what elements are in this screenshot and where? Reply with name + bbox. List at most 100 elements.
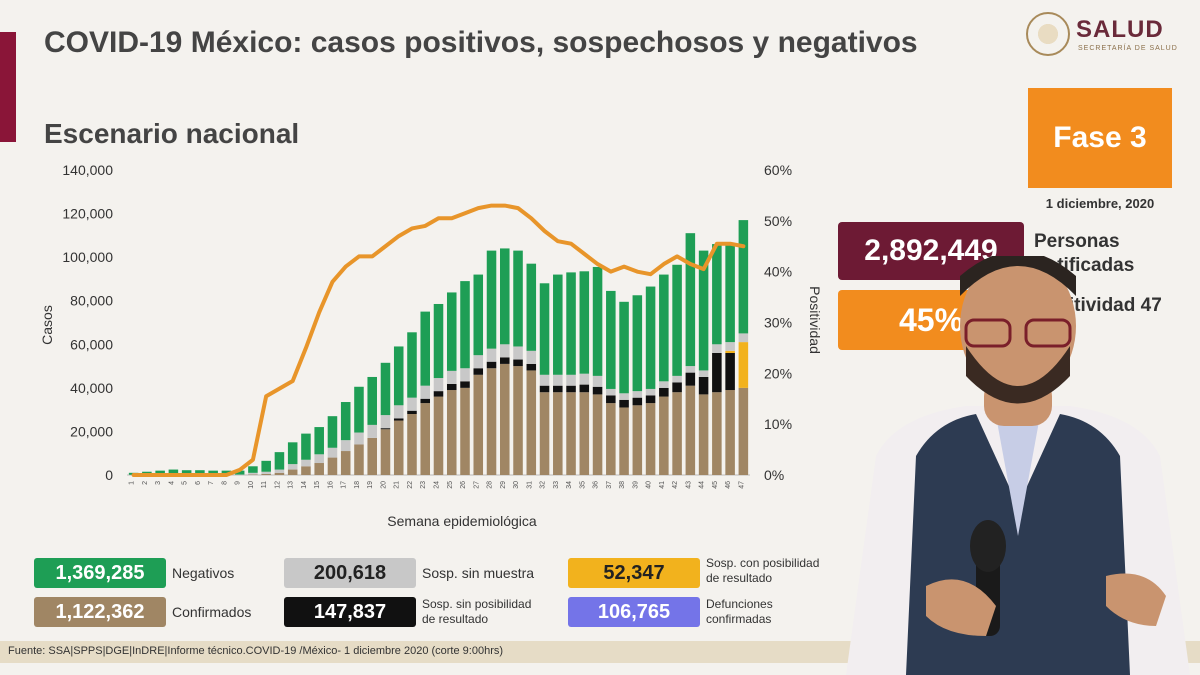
y2-axis-label: Positividad	[807, 286, 823, 354]
legend-confirmados-badge: 1,122,362	[34, 597, 166, 627]
page-title: COVID-19 México: casos positivos, sospec…	[44, 26, 918, 59]
bar-segment	[261, 471, 271, 474]
bar-segment	[446, 390, 457, 475]
x-tick-label: 6	[195, 481, 202, 485]
bar-segment	[738, 220, 749, 334]
report-date: 1 diciembre, 2020	[1045, 196, 1155, 211]
bar-segment	[446, 370, 457, 384]
fase-badge: Fase 3	[1028, 88, 1172, 188]
bar-segment	[473, 355, 484, 369]
x-tick-label: 8	[221, 481, 228, 485]
bar-segment	[526, 350, 537, 364]
legend-con-posibilidad-label-2: de resultado	[706, 571, 773, 585]
bar-segment	[367, 376, 377, 425]
logo-name: SALUD	[1076, 16, 1164, 43]
bar-segment	[274, 472, 285, 475]
x-tick-label: 25	[447, 481, 454, 489]
x-tick-label: 15	[314, 481, 321, 489]
x-tick-label: 29	[500, 481, 507, 489]
bar-segment	[539, 385, 550, 393]
x-tick-label: 45	[712, 481, 719, 489]
bar-segment	[553, 274, 563, 375]
bar-segment	[460, 368, 470, 382]
x-tick-label: 4	[168, 481, 175, 485]
y2-tick-label: 30%	[764, 315, 792, 331]
bar-segment	[195, 470, 205, 475]
bar-segment	[698, 394, 709, 475]
x-tick-label: 1	[129, 481, 136, 485]
legend-defunciones-label-2: confirmadas	[706, 612, 772, 626]
x-tick-label: 34	[566, 481, 573, 489]
bar-segment	[420, 398, 431, 404]
bar-segment	[698, 370, 709, 377]
bar-segment	[632, 391, 643, 398]
x-tick-label: 22	[407, 481, 414, 489]
chart-bars	[128, 220, 749, 475]
bar-segment	[274, 469, 285, 473]
bar-segment	[261, 473, 271, 475]
bar-segment	[473, 274, 484, 356]
bar-segment	[659, 381, 669, 388]
bar-segment	[685, 385, 696, 475]
accent-bar	[0, 32, 16, 142]
x-tick-label: 39	[632, 481, 639, 489]
x-tick-label: 3	[155, 481, 162, 485]
bar-segment	[645, 403, 656, 475]
bar-segment	[500, 363, 510, 475]
x-tick-label: 13	[288, 481, 295, 489]
bar-segment	[234, 470, 245, 475]
legend-sin-muestra-badge: 200,618	[284, 558, 416, 588]
legend-defunciones-badge: 106,765	[568, 597, 700, 627]
bar-segment	[287, 442, 298, 465]
x-tick-label: 21	[394, 481, 401, 489]
bar-segment	[301, 466, 311, 475]
bar-segment	[393, 420, 404, 475]
bar-segment	[486, 368, 497, 475]
x-tick-label: 23	[420, 481, 427, 489]
x-tick-label: 17	[341, 481, 348, 489]
bar-segment	[380, 362, 391, 416]
bar-segment	[500, 248, 510, 345]
y-tick-label: 20,000	[70, 423, 113, 439]
bar-segment	[566, 374, 576, 386]
bar-segment	[632, 405, 643, 475]
bar-segment	[274, 452, 285, 470]
bar-segment	[301, 433, 311, 460]
bar-segment	[606, 403, 616, 475]
bar-segment	[380, 428, 391, 430]
cases-chart: 0 20,000 40,000 60,000 80,000 100,000 120,000 1…	[39, 162, 823, 529]
bar-segment	[592, 386, 603, 395]
bar-segment	[393, 405, 404, 419]
source-footnote: Fuente: SSA|SPPS|DGE|InDRE|Informe técni…	[8, 645, 504, 657]
legend-con-posibilidad-badge: 52,347	[568, 558, 700, 588]
legend-defunciones-label: Defunciones confirmadas	[706, 597, 773, 627]
x-tick-label: 28	[487, 481, 494, 489]
legend-con-posibilidad-label: Sosp. con posibilidad de resultado	[706, 556, 819, 586]
bar-segment	[513, 346, 523, 360]
bar-segment	[592, 266, 603, 376]
bar-segment	[526, 370, 537, 475]
bar-segment	[420, 385, 431, 399]
page-subtitle: Escenario nacional	[44, 118, 300, 149]
bar-segment	[473, 368, 484, 375]
logo-sub: SECRETARÍA DE SALUD	[1078, 45, 1178, 52]
bar-segment	[168, 469, 179, 475]
bar-segment	[407, 332, 417, 398]
bar-segment	[685, 372, 696, 386]
bar-segment	[500, 344, 510, 358]
x-tick-label: 18	[354, 481, 361, 489]
legend-con-posibilidad-label-1: Sosp. con posibilidad	[706, 556, 820, 570]
x-axis: 1 2 3 4 5 6 7 8 9 10 11 12 13 14 15 16 17 18 19 20 21 22 23 24 2…	[129, 481, 746, 489]
x-tick-label: 35	[579, 481, 586, 489]
bar-segment	[407, 414, 417, 475]
bar-segment	[738, 333, 749, 343]
bar-segment	[407, 397, 417, 411]
bar-segment	[712, 344, 722, 353]
bar-segment	[712, 353, 722, 393]
bar-segment	[340, 402, 351, 441]
bar-segment	[579, 373, 590, 385]
bar-segment	[221, 470, 232, 475]
x-tick-label: 36	[593, 481, 600, 489]
x-tick-label: 20	[380, 481, 387, 489]
bar-segment	[248, 472, 258, 475]
